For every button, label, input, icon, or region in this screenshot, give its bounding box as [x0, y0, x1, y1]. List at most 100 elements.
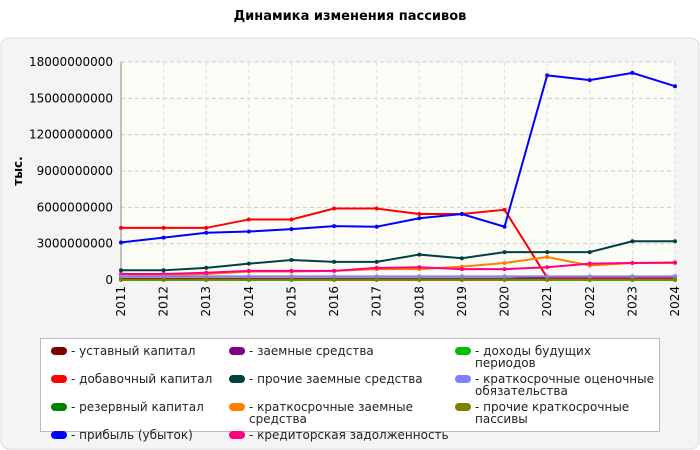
legend-swatch: [51, 403, 67, 411]
legend-swatch: [229, 347, 245, 355]
point: [459, 211, 464, 216]
x-tick-label: 2017: [370, 286, 384, 317]
point: [673, 277, 677, 282]
point: [502, 250, 507, 255]
y-tick-label: 12000000000: [29, 128, 113, 142]
point: [332, 277, 337, 282]
x-tick-label: 2022: [583, 286, 597, 317]
point: [204, 274, 209, 279]
legend-label: - заемные средства: [249, 344, 374, 358]
x-tick-label: 2019: [455, 286, 469, 317]
x-tick-label: 2020: [498, 286, 512, 317]
point: [417, 274, 422, 279]
point: [119, 274, 123, 279]
x-tick-label: 2013: [199, 286, 213, 317]
series-line: [121, 207, 675, 279]
point: [630, 277, 635, 282]
point: [161, 225, 166, 230]
legend-item: - кредиторская задолженность: [229, 429, 455, 441]
point: [332, 206, 337, 211]
series-line: [121, 240, 675, 272]
point: [673, 239, 677, 244]
y-tick-label: 0: [105, 273, 113, 287]
point: [673, 274, 677, 279]
point: [545, 254, 550, 259]
point: [289, 274, 294, 279]
point: [545, 277, 550, 282]
point: [374, 277, 379, 282]
x-tick-label: 2023: [625, 286, 639, 317]
series-line: [120, 71, 676, 244]
x-tick-label: 2016: [327, 286, 341, 317]
legend-label: - уставный капитал: [71, 344, 196, 358]
legend-swatch: [51, 431, 67, 439]
point: [502, 261, 507, 266]
point: [459, 267, 464, 272]
point: [246, 277, 251, 282]
point: [459, 274, 464, 279]
legend-swatch: [229, 375, 245, 383]
point: [204, 270, 209, 275]
point: [417, 277, 422, 282]
point: [417, 211, 422, 216]
legend-label: - краткосрочные заемные средства: [249, 400, 413, 426]
point: [545, 73, 550, 78]
point: [161, 268, 166, 273]
legend-item: - уставный капитал: [51, 345, 229, 369]
x-tick-label: 2011: [114, 286, 128, 317]
point: [502, 207, 507, 212]
legend-label: - прочие заемные средства: [249, 372, 423, 386]
point: [246, 261, 251, 266]
legend-item: - резервный капитал: [51, 401, 229, 425]
point: [630, 274, 635, 279]
point: [459, 277, 464, 282]
y-tick-label: 15000000000: [29, 91, 113, 105]
point: [332, 259, 337, 264]
point: [417, 265, 422, 270]
point: [119, 240, 123, 245]
legend-label: - доходы будущих периодов: [475, 344, 591, 370]
x-tick-label: 2024: [668, 286, 682, 317]
point: [545, 274, 550, 279]
point: [204, 225, 209, 230]
point: [289, 268, 294, 273]
x-tick-label: 2012: [157, 286, 171, 317]
point: [417, 252, 422, 257]
point: [161, 274, 166, 279]
legend-label: - прибыль (убыток): [71, 428, 193, 442]
x-tick-label: 2014: [242, 286, 256, 317]
legend-item: - добавочный капитал: [51, 373, 229, 397]
legend-item: - доходы будущих периодов: [455, 345, 655, 369]
point: [502, 267, 507, 272]
point: [246, 217, 251, 222]
point: [587, 261, 592, 266]
y-tick-label: 9000000000: [37, 164, 113, 178]
point: [289, 277, 294, 282]
y-tick-label: 3000000000: [37, 237, 113, 251]
point: [289, 258, 294, 263]
point: [289, 217, 294, 222]
point: [246, 274, 251, 279]
point: [673, 84, 677, 89]
point: [374, 274, 379, 279]
legend-label: - добавочный капитал: [71, 372, 213, 386]
point: [630, 239, 635, 244]
legend-swatch: [455, 347, 471, 355]
x-tick-label: 2018: [412, 286, 426, 317]
legend-swatch: [51, 375, 67, 383]
point: [502, 277, 507, 282]
point: [417, 216, 422, 221]
legend-label: - кредиторская задолженность: [249, 428, 449, 442]
point: [204, 265, 209, 270]
legend-swatch: [51, 347, 67, 355]
point: [630, 70, 635, 75]
point: [119, 268, 123, 273]
point: [630, 261, 635, 266]
legend-swatch: [229, 403, 245, 411]
point: [502, 224, 507, 229]
point: [587, 78, 592, 83]
point: [332, 274, 337, 279]
point: [119, 225, 123, 230]
point: [587, 250, 592, 255]
